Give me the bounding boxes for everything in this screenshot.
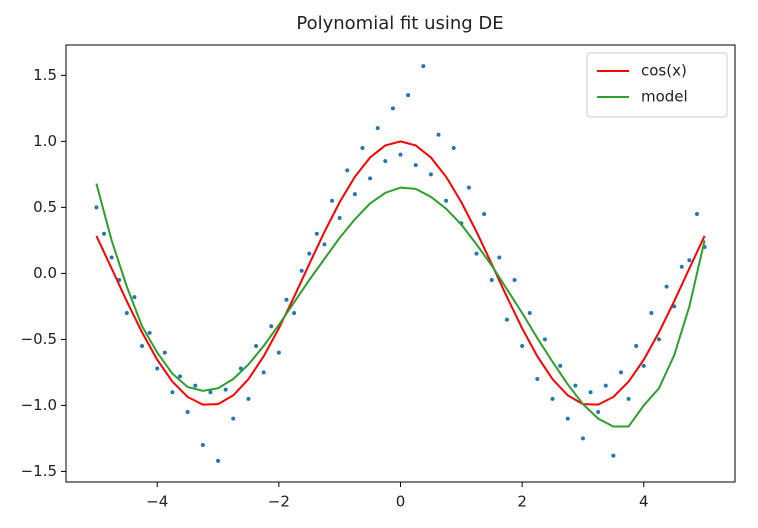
scatter-point [482,211,487,216]
scatter-point [390,106,395,111]
scatter-point [565,416,570,421]
scatter-point [337,215,342,220]
scatter-point [504,317,509,322]
scatter-point [292,311,297,316]
y-tick-label: −1.5 [21,462,57,480]
scatter-point [474,251,479,256]
scatter-point [299,268,304,273]
scatter-point [155,366,160,371]
plot-frame [65,44,736,483]
scatter-point [436,132,441,137]
scatter-point [497,255,502,260]
y-tick-label: 0.5 [33,198,57,216]
scatter-point [231,416,236,421]
x-tick-label: 0 [396,493,406,511]
scatter-point [428,172,433,177]
scatter-point [413,163,418,168]
scatter-point [368,176,373,181]
scatter-point [200,443,205,448]
scatter-point [360,145,365,150]
scatter-point [124,311,129,316]
scatter-point [314,231,319,236]
scatter-point [345,168,350,173]
x-tick-label: −4 [146,493,168,511]
scatter-point [216,458,221,463]
line-series [95,183,706,428]
x-tick-label: −2 [268,493,290,511]
scatter-point [406,93,411,98]
scatter-point [626,396,631,401]
scatter-point [489,278,494,283]
y-tick-label: −0.5 [21,330,57,348]
scatter-point [322,242,327,247]
scatter-point [261,370,266,375]
y-tick-label: −1.0 [21,396,57,414]
scatter-point [170,390,175,395]
scatter-point [254,344,259,349]
line-series [95,140,706,406]
x-tick-label: 4 [639,493,649,511]
scatter-point [451,145,456,150]
scatter-point [94,205,99,210]
scatter-point [588,390,593,395]
scatter-point [109,255,114,260]
scatter-point [656,337,661,342]
scatter-point [246,396,251,401]
scatter-point [558,363,563,368]
scatter-point [542,337,547,342]
scatter-point [375,126,380,131]
y-tick-label: 1.0 [33,132,57,150]
legend-box [586,52,728,118]
scatter-point [352,192,357,197]
scatter-point [641,363,646,368]
scatter-point [611,453,616,458]
scatter-point [535,377,540,382]
chart-title: Polynomial fit using DE [296,13,503,34]
scatter-point [223,387,228,392]
scatter-point [664,284,669,289]
scatter-point [276,350,281,355]
y-tick-label: 1.5 [33,66,57,84]
legend-label: cos(x) [641,62,687,80]
x-tick-label: 2 [517,493,527,511]
scatter-point [466,185,471,190]
scatter-point [520,344,525,349]
scatter-point [444,198,449,203]
scatter-point [132,295,137,300]
scatter-point [596,410,601,415]
scatter-point [573,383,578,388]
scatter-point [162,350,167,355]
scatter-point [687,258,692,263]
scatter-point [527,311,532,316]
scatter-point [603,383,608,388]
scatter-point [307,251,312,256]
y-tick-label: 0.0 [33,264,57,282]
scatter-point [649,311,654,316]
legend-label: model [641,88,688,106]
scatter-point [178,374,183,379]
scatter-point [580,436,585,441]
scatter-point [102,231,107,236]
scatter-point [421,64,426,69]
scatter-point [269,324,274,329]
scatter-point [193,383,198,388]
scatter-point [634,344,639,349]
scatter-point [147,330,152,335]
scatter-point [512,278,517,283]
scatter-point [550,396,555,401]
scatter-point [398,152,403,157]
scatter-point [284,297,289,302]
scatter-point [140,344,145,349]
scatter-point [208,390,213,395]
scatter-point [185,410,190,415]
scatter-point [679,264,684,269]
scatter-point [330,198,335,203]
scatter-point [383,159,388,164]
scatter-point [694,211,699,216]
scatter-point [618,370,623,375]
